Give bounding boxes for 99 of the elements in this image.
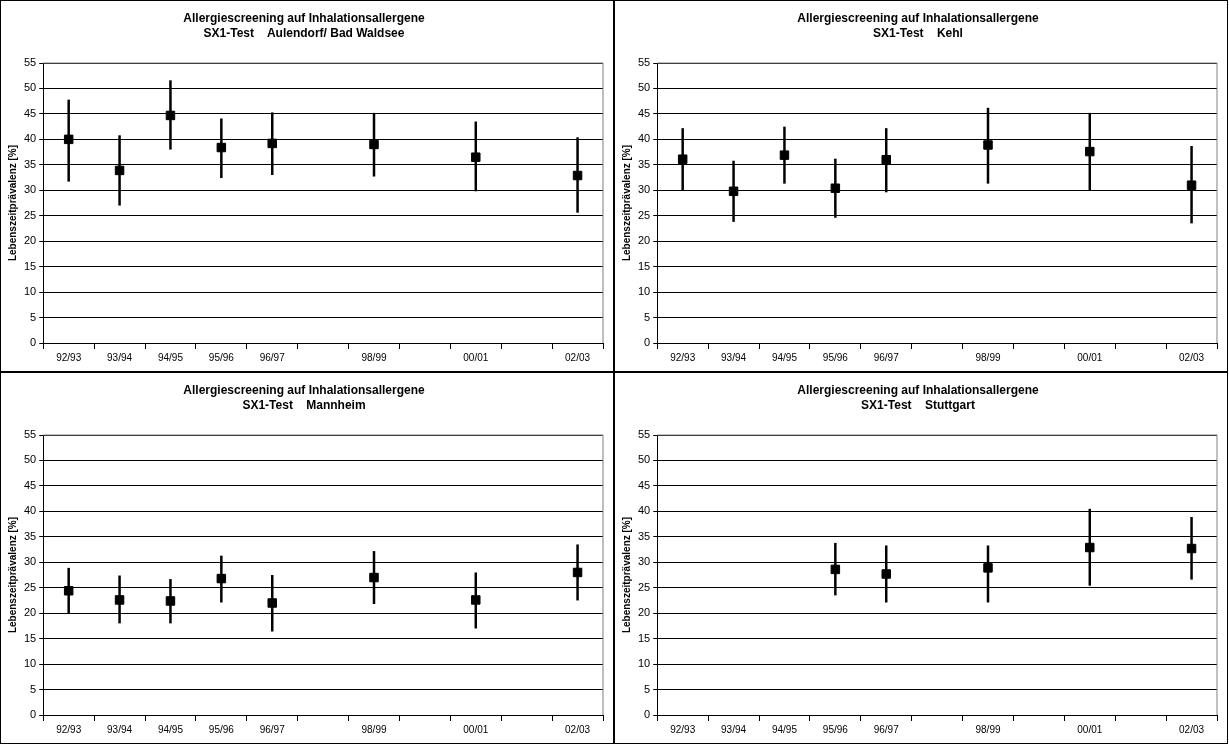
x-tick-label: 02/03	[565, 351, 591, 363]
x-tick-label: 98/99	[361, 723, 387, 735]
y-tick-label: 25	[23, 208, 37, 221]
y-tick-label: 30	[23, 555, 37, 568]
x-tick-label: 00/01	[1077, 723, 1103, 735]
y-tick-label: 35	[637, 529, 651, 542]
y-axis-title: Lebenszeitprävalenz [%]	[620, 144, 632, 262]
x-tick-label: 95/96	[822, 723, 849, 735]
x-tick-label: 95/96	[822, 351, 849, 363]
y-tick-label: 5	[30, 310, 37, 323]
chart-title: Allergiescreening auf Inhalationsallergene	[797, 10, 1040, 25]
y-tick-label: 15	[23, 631, 37, 644]
y-tick-label: 25	[23, 580, 37, 593]
y-tick-label: 30	[637, 555, 651, 568]
y-tick-label: 0	[30, 708, 37, 721]
y-tick-label: 45	[637, 106, 651, 119]
y-tick-label: 55	[23, 56, 37, 69]
x-tick-label: 94/95	[157, 351, 184, 363]
x-tick-label: 92/93	[670, 723, 696, 735]
y-tick-label: 20	[637, 606, 651, 619]
y-tick-label: 20	[637, 234, 651, 247]
x-tick-label: 02/03	[565, 723, 591, 735]
point	[881, 154, 891, 165]
chart-title: Allergiescreening auf Inhalationsallergene	[183, 10, 426, 25]
x-tick-label: 98/99	[975, 723, 1001, 735]
y-tick-label: 45	[23, 478, 37, 491]
y-tick-label: 35	[23, 529, 37, 542]
y-axis-title: Lebenszeitprävalenz [%]	[6, 144, 18, 262]
y-tick-label: 35	[637, 157, 651, 170]
x-tick-label: 93/94	[107, 351, 133, 363]
x-tick-label: 98/99	[975, 351, 1001, 363]
y-tick-label: 15	[637, 259, 651, 272]
y-tick-label: 55	[637, 56, 651, 69]
y-tick-label: 30	[637, 183, 651, 196]
y-tick-label: 5	[644, 310, 651, 323]
x-tick-label: 96/97	[873, 351, 900, 363]
x-tick-label: 96/97	[873, 723, 900, 735]
x-tick-label: 02/03	[1179, 351, 1205, 363]
y-tick-label: 10	[637, 657, 651, 670]
point	[471, 152, 481, 162]
chart-subtitle: SX1-Test Stuttgart	[861, 397, 975, 412]
y-tick-label: 5	[30, 682, 37, 695]
chart-subtitle: SX1-Test Mannheim	[242, 397, 366, 412]
y-tick-label: 40	[23, 132, 37, 145]
point	[983, 563, 993, 573]
y-tick-label: 15	[23, 259, 37, 272]
x-tick-label: 95/96	[208, 351, 235, 363]
y-tick-label: 20	[23, 606, 37, 619]
y-tick-label: 45	[23, 106, 37, 119]
y-tick-label: 55	[637, 428, 651, 441]
chart-title: Allergiescreening auf Inhalationsallergene	[183, 382, 426, 397]
x-tick-label: 93/94	[721, 351, 747, 363]
y-tick-label: 40	[637, 504, 651, 517]
y-tick-label: 10	[23, 657, 37, 670]
point	[471, 595, 481, 605]
y-tick-label: 0	[644, 708, 651, 721]
x-tick-label: 93/94	[107, 723, 133, 735]
x-tick-label: 96/97	[259, 723, 286, 735]
x-tick-label: 95/96	[208, 723, 235, 735]
y-tick-label: 35	[23, 157, 37, 170]
point	[983, 140, 993, 150]
point	[267, 598, 277, 608]
chart-subtitle: SX1-Test Aulendorf/ Bad Waldsee	[203, 25, 405, 40]
y-tick-label: 50	[23, 453, 37, 466]
chart-title: Allergiescreening auf Inhalationsallergene	[797, 382, 1040, 397]
y-tick-label: 40	[637, 132, 651, 145]
x-tick-label: 94/95	[771, 723, 798, 735]
y-tick-label: 45	[637, 478, 651, 491]
y-tick-label: 0	[644, 336, 651, 349]
chart-subtitle: SX1-Test Kehl	[873, 25, 963, 40]
x-tick-label: 92/93	[56, 351, 82, 363]
x-tick-label: 02/03	[1179, 723, 1205, 735]
y-tick-label: 15	[637, 631, 651, 644]
y-tick-label: 0	[30, 336, 37, 349]
x-tick-label: 92/93	[670, 351, 696, 363]
y-tick-label: 25	[637, 580, 651, 593]
y-axis-title: Lebenszeitprävalenz [%]	[620, 516, 632, 634]
y-tick-label: 5	[644, 682, 651, 695]
y-tick-label: 50	[637, 81, 651, 94]
y-tick-label: 25	[637, 208, 651, 221]
y-tick-label: 55	[23, 428, 37, 441]
x-tick-label: 94/95	[771, 351, 798, 363]
y-tick-label: 30	[23, 183, 37, 196]
x-tick-label: 00/01	[463, 723, 489, 735]
y-axis-title: Lebenszeitprävalenz [%]	[6, 516, 18, 634]
y-tick-label: 50	[637, 453, 651, 466]
x-tick-label: 96/97	[259, 351, 286, 363]
x-tick-label: 00/01	[463, 351, 489, 363]
x-tick-label: 00/01	[1077, 351, 1103, 363]
y-tick-label: 50	[23, 81, 37, 94]
y-tick-label: 10	[637, 285, 651, 298]
x-tick-label: 93/94	[721, 723, 747, 735]
y-tick-label: 40	[23, 504, 37, 517]
x-tick-label: 98/99	[361, 351, 387, 363]
y-tick-label: 10	[23, 285, 37, 298]
y-tick-label: 20	[23, 234, 37, 247]
x-tick-label: 92/93	[56, 723, 82, 735]
point	[881, 569, 891, 579]
x-tick-label: 94/95	[157, 723, 184, 735]
